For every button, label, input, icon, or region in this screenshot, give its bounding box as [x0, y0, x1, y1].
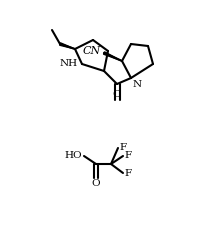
Polygon shape	[103, 52, 122, 61]
Text: N: N	[133, 80, 142, 89]
Text: O: O	[92, 179, 100, 188]
Text: HO: HO	[64, 152, 82, 160]
Polygon shape	[60, 43, 75, 49]
Text: F: F	[124, 152, 131, 160]
Text: NH: NH	[60, 59, 78, 68]
Text: F: F	[119, 143, 126, 152]
Text: O: O	[113, 90, 121, 99]
Text: CN: CN	[83, 46, 101, 56]
Text: F: F	[124, 169, 131, 177]
